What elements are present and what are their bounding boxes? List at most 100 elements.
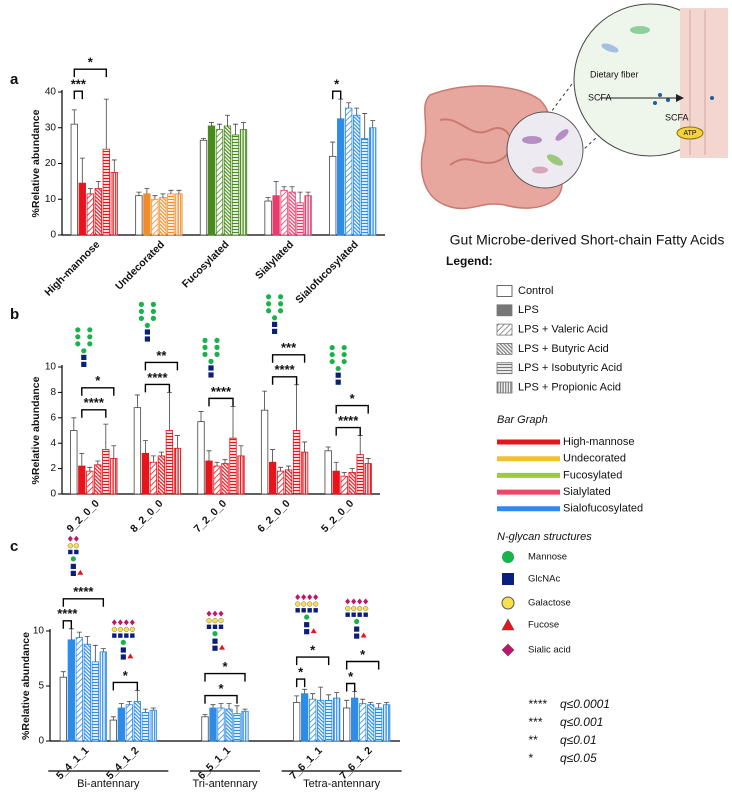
glcnac-glyph	[206, 624, 212, 629]
sialic-glyph	[218, 610, 224, 617]
error-bar	[365, 458, 371, 464]
bar	[102, 449, 110, 495]
bar	[284, 469, 293, 495]
error-bar	[160, 193, 166, 198]
x-tick-label: 6_2_0_0	[255, 497, 293, 535]
bar	[201, 716, 209, 742]
glycan-legend-label: Sialic acid	[528, 645, 571, 656]
group-label: Tri-antennary	[192, 778, 258, 790]
fucose-symbol	[501, 618, 515, 631]
error-bar	[262, 390, 268, 411]
bar	[369, 127, 377, 236]
error-bar	[134, 690, 140, 702]
error-bar	[368, 702, 374, 705]
bar	[225, 708, 233, 742]
error-bar	[103, 98, 109, 150]
y-tick-label: 0	[50, 230, 56, 241]
bar	[86, 470, 94, 495]
bar	[110, 458, 118, 495]
mannose-glyph	[87, 327, 93, 333]
legend-swatch	[496, 323, 513, 336]
error-bar	[233, 123, 238, 135]
bar	[296, 202, 304, 236]
sialic-acid-symbol	[501, 643, 515, 657]
bar	[325, 699, 333, 742]
legend-label: LPS	[518, 304, 539, 316]
glcnac-glyph	[74, 549, 79, 555]
y-tick-label: 6	[50, 412, 56, 423]
bacterium	[546, 154, 564, 166]
bar	[272, 195, 280, 236]
bar	[343, 707, 351, 742]
y-tick-label: 0	[38, 736, 44, 747]
color-key-label: Sialylated	[563, 486, 611, 498]
error-bar	[354, 107, 360, 116]
bar	[213, 465, 221, 495]
y-tick-label: 10	[45, 194, 57, 205]
bar	[301, 693, 309, 742]
error-bar	[198, 411, 204, 422]
bar	[364, 463, 372, 495]
galactose-glyph	[363, 605, 369, 612]
mannose-glyph	[341, 358, 347, 365]
bacterium	[630, 26, 650, 34]
bar	[361, 138, 369, 236]
glcnac-glyph	[208, 365, 214, 371]
x-tick-label: 7_6_1_1	[287, 744, 325, 782]
significance-bracket	[62, 620, 73, 629]
bar	[78, 465, 86, 495]
bar	[223, 125, 232, 236]
glycan-legend-label: GlcNAc	[528, 574, 560, 585]
significance-bracket	[335, 426, 361, 436]
bar	[367, 704, 375, 742]
glcnac-glyph	[272, 328, 278, 334]
error-bar	[297, 191, 303, 203]
y-tick-label: 30	[45, 122, 57, 133]
error-bar	[111, 445, 117, 459]
error-bar	[87, 466, 93, 472]
significance-bracket	[112, 681, 139, 691]
panel-label: b	[10, 306, 19, 323]
error-bar	[286, 465, 292, 470]
y-tick-label: 2	[50, 463, 56, 474]
significance-bracket	[81, 387, 115, 396]
bar	[135, 195, 143, 236]
error-bar	[210, 704, 216, 708]
galactose-glyph	[295, 601, 301, 607]
sialic-glyph	[212, 610, 218, 617]
bacterium	[532, 166, 548, 174]
glcnac-glyph	[124, 633, 129, 638]
significance-label: *	[360, 647, 366, 662]
significance-label: *	[310, 643, 316, 658]
bar	[260, 409, 269, 495]
mannose-glyph	[87, 341, 93, 347]
bar	[324, 450, 332, 495]
glcnac-glyph	[112, 633, 117, 638]
sialic-glyph	[357, 598, 363, 605]
mannose-glyph	[278, 301, 284, 307]
mannose-glyph	[272, 315, 278, 321]
glcnac-glyph	[118, 633, 123, 638]
glcnac-glyph	[363, 612, 368, 617]
glcnac-glyph	[70, 570, 76, 576]
mannose-glyph	[202, 351, 208, 357]
x-tick-label: 5_2_0_0	[319, 497, 357, 535]
significance-bracket	[271, 354, 306, 363]
legend-label: LPS + Valeric Acid	[518, 324, 608, 336]
galactose-glyph	[67, 543, 73, 549]
error-bar	[152, 195, 158, 200]
galactose-glyph	[301, 601, 307, 607]
glcnac-glyph	[313, 608, 318, 613]
glcnac-glyph	[130, 633, 135, 638]
significance-label: ****	[73, 584, 94, 599]
bar	[337, 118, 345, 236]
bar	[375, 707, 383, 742]
sig-key-label: q≤0.0001	[560, 697, 610, 711]
bar	[133, 407, 142, 495]
mannose-glyph	[150, 315, 156, 321]
scfa-dot	[658, 93, 662, 97]
significance-label: ****	[274, 362, 295, 377]
bar	[59, 676, 67, 742]
significance-label: ***	[71, 77, 87, 92]
error-bar	[118, 703, 124, 708]
